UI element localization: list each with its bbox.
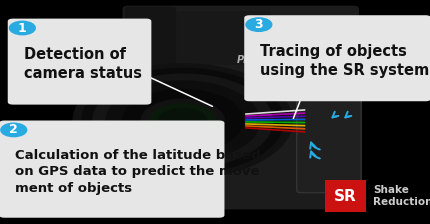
Circle shape: [246, 18, 272, 31]
Circle shape: [82, 68, 284, 174]
Text: Detection of
camera status: Detection of camera status: [24, 47, 141, 81]
Circle shape: [123, 90, 243, 152]
Text: PENTAX: PENTAX: [237, 56, 280, 65]
FancyBboxPatch shape: [244, 15, 430, 101]
Circle shape: [150, 104, 215, 138]
Circle shape: [73, 64, 292, 178]
Text: Shake
Reduction: Shake Reduction: [373, 185, 430, 207]
Text: Calculation of the latitude based
on GPS data to predict the move
ment of object: Calculation of the latitude based on GPS…: [15, 149, 261, 195]
FancyBboxPatch shape: [123, 6, 359, 209]
FancyBboxPatch shape: [176, 11, 271, 65]
Text: 3: 3: [255, 18, 263, 31]
Text: 1: 1: [18, 22, 27, 34]
FancyBboxPatch shape: [125, 7, 176, 208]
FancyBboxPatch shape: [325, 180, 365, 212]
Text: SR: SR: [334, 189, 356, 203]
FancyBboxPatch shape: [8, 19, 151, 105]
Circle shape: [9, 21, 35, 35]
FancyBboxPatch shape: [297, 43, 361, 193]
Text: 2: 2: [9, 123, 18, 136]
FancyBboxPatch shape: [0, 121, 224, 218]
Text: Tracing of objects
using the SR system: Tracing of objects using the SR system: [260, 43, 430, 78]
Circle shape: [159, 108, 207, 134]
Circle shape: [93, 74, 273, 168]
Circle shape: [1, 123, 27, 137]
Circle shape: [141, 99, 224, 143]
Circle shape: [106, 81, 260, 161]
